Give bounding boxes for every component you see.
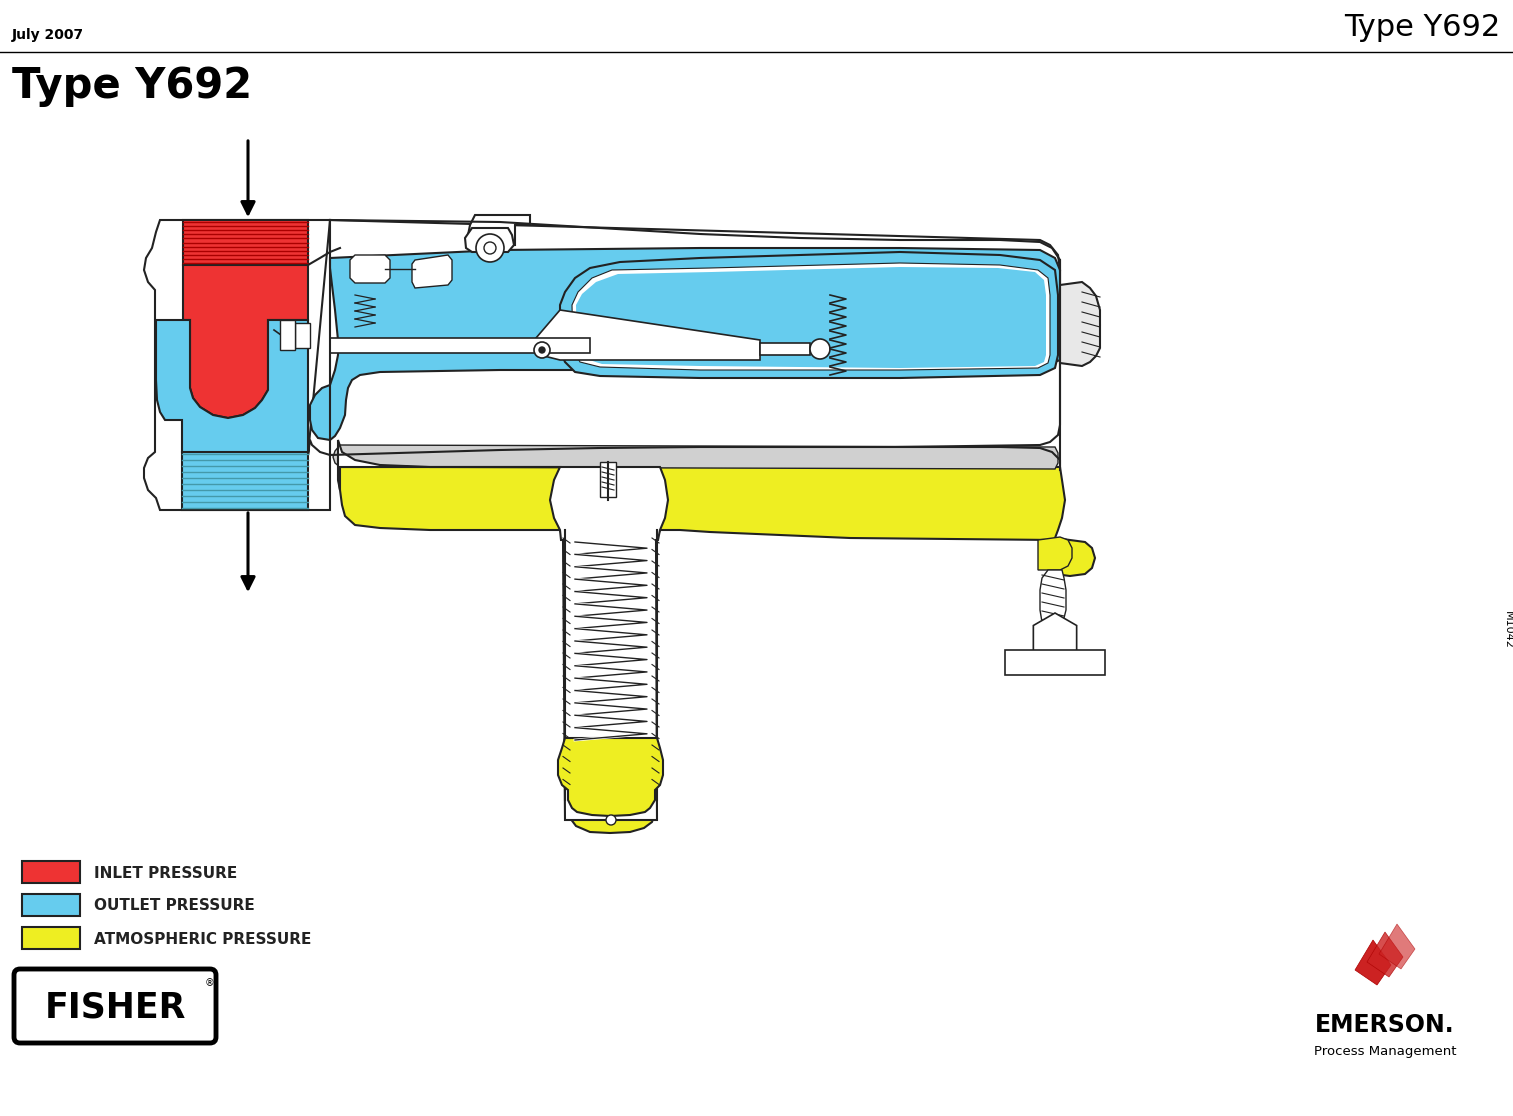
- Circle shape: [607, 815, 616, 825]
- Bar: [760, 343, 809, 355]
- Polygon shape: [350, 254, 390, 283]
- Polygon shape: [412, 254, 452, 288]
- Polygon shape: [337, 440, 669, 820]
- Bar: [23, 894, 80, 916]
- Bar: [23, 862, 80, 883]
- Polygon shape: [144, 220, 330, 510]
- FancyBboxPatch shape: [14, 969, 216, 1043]
- Circle shape: [539, 347, 545, 353]
- Circle shape: [809, 339, 831, 359]
- Polygon shape: [560, 252, 1058, 378]
- Bar: [1005, 650, 1104, 675]
- Polygon shape: [309, 220, 1100, 455]
- Bar: [182, 452, 309, 510]
- Circle shape: [484, 242, 496, 254]
- Bar: [183, 220, 309, 264]
- Polygon shape: [468, 215, 530, 246]
- Text: OUTLET PRESSURE: OUTLET PRESSURE: [94, 898, 254, 914]
- Polygon shape: [156, 320, 309, 452]
- Circle shape: [534, 341, 551, 358]
- Polygon shape: [1368, 932, 1403, 976]
- Text: Type Y692: Type Y692: [1344, 13, 1499, 42]
- Text: Process Management: Process Management: [1313, 1046, 1456, 1058]
- Polygon shape: [1378, 924, 1415, 969]
- Text: Type Y692: Type Y692: [12, 65, 253, 107]
- Text: EMERSON.: EMERSON.: [1315, 1013, 1456, 1037]
- Text: July 2007: July 2007: [12, 28, 85, 42]
- Polygon shape: [530, 310, 760, 360]
- Bar: [330, 338, 590, 353]
- Polygon shape: [464, 228, 514, 252]
- Polygon shape: [183, 264, 309, 418]
- Polygon shape: [337, 466, 1095, 833]
- Polygon shape: [310, 248, 1061, 440]
- Circle shape: [477, 234, 504, 262]
- Text: ®: ®: [204, 978, 215, 988]
- Polygon shape: [333, 445, 1058, 469]
- Polygon shape: [572, 263, 1050, 371]
- Text: M1042: M1042: [1502, 612, 1513, 648]
- Text: ATMOSPHERIC PRESSURE: ATMOSPHERIC PRESSURE: [94, 932, 312, 946]
- Bar: [601, 462, 616, 497]
- Polygon shape: [1039, 570, 1067, 631]
- Polygon shape: [1356, 940, 1390, 985]
- Bar: [23, 927, 80, 949]
- Polygon shape: [1033, 613, 1077, 663]
- Polygon shape: [576, 267, 1045, 368]
- Text: FISHER: FISHER: [44, 990, 186, 1024]
- Polygon shape: [558, 738, 663, 816]
- Bar: [280, 320, 295, 350]
- Polygon shape: [1038, 537, 1073, 570]
- Polygon shape: [1061, 282, 1100, 366]
- Bar: [295, 323, 310, 348]
- Text: INLET PRESSURE: INLET PRESSURE: [94, 866, 238, 881]
